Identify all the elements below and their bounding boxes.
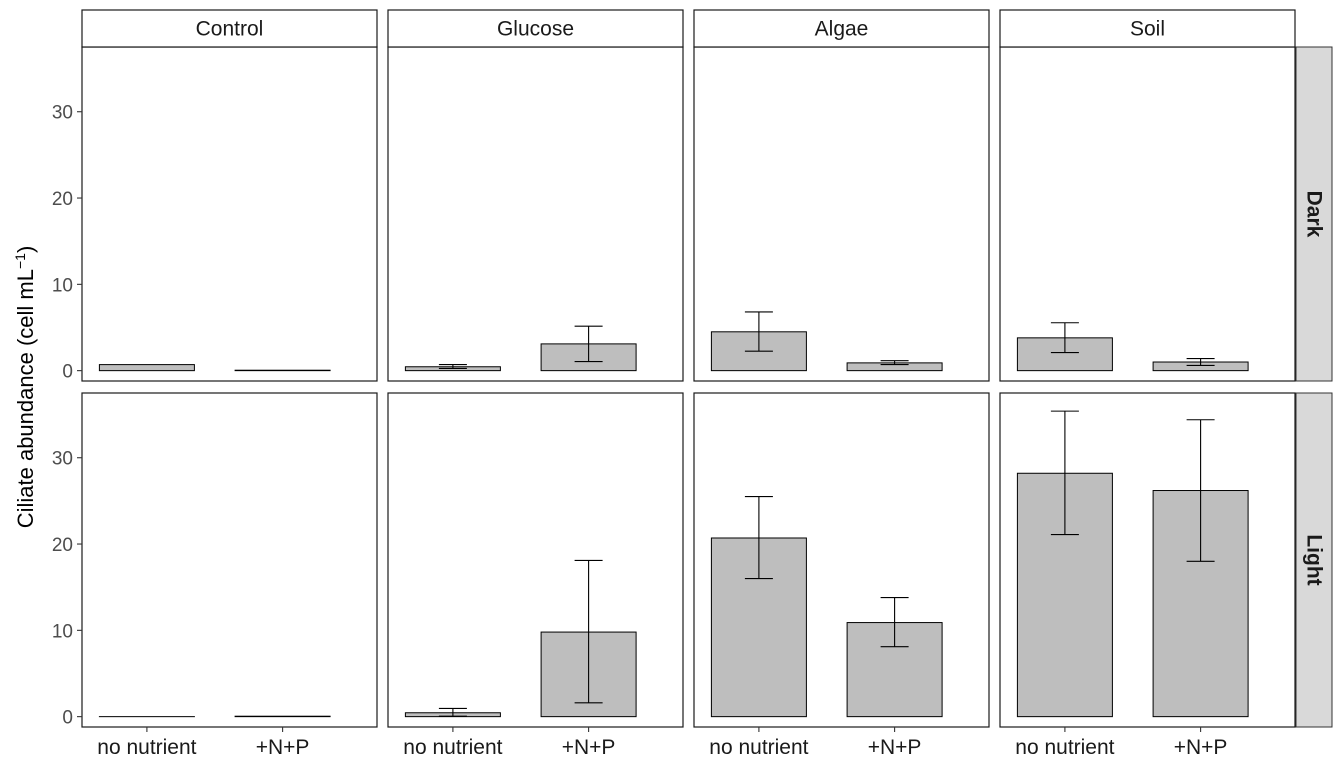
strip-algae-box bbox=[693, 9, 990, 48]
strip-control-label: Control bbox=[196, 18, 264, 41]
panel-background bbox=[1000, 47, 1295, 381]
y-tick-label-dark-0: 0 bbox=[62, 362, 73, 383]
strip-soil-label: Soil bbox=[1130, 18, 1165, 41]
axes: 0 10 20 30 0 10 20 30 no nutrient +N+P no nutrient… bbox=[52, 103, 1228, 758]
panel-background bbox=[388, 393, 683, 727]
x-tick-label-soil-n-p: +N+P bbox=[1174, 736, 1228, 758]
y-tick-label-light-30: 30 bbox=[52, 449, 73, 470]
x-tick-label-algae-n-p: +N+P bbox=[868, 736, 922, 758]
y-axis-title: Ciliate abundance (cell mL−1) bbox=[12, 246, 38, 529]
panel-light-glucose bbox=[387, 392, 684, 728]
x-tick-label-control-no-nutrient: no nutrient bbox=[97, 736, 196, 758]
bar-no-nutrient bbox=[98, 364, 195, 372]
strip-control-box bbox=[81, 9, 378, 48]
panel-border bbox=[387, 392, 684, 728]
strip-dark-box bbox=[1295, 46, 1333, 382]
y-axis-title-suffix: ) bbox=[13, 246, 38, 253]
panel-background bbox=[694, 47, 989, 381]
y-tick-label-light-20: 20 bbox=[52, 535, 73, 556]
panel-dark-soil bbox=[999, 46, 1296, 382]
strip-algae-label: Algae bbox=[815, 18, 869, 41]
strip-soil-box bbox=[999, 9, 1296, 48]
panel-light-control bbox=[81, 392, 378, 728]
x-tick-label-algae-no-nutrient: no nutrient bbox=[709, 736, 808, 758]
y-tick-label-dark-30: 30 bbox=[52, 103, 73, 124]
panel-dark-control bbox=[81, 46, 378, 382]
panel-background bbox=[388, 47, 683, 381]
y-tick-label-light-0: 0 bbox=[62, 708, 73, 729]
y-axis-title-main: Ciliate abundance (cell mL bbox=[13, 269, 38, 528]
plot-panels bbox=[81, 46, 1296, 728]
facet-strips: Control Glucose Algae Soil Dark Light bbox=[81, 9, 1333, 728]
panel-border bbox=[999, 392, 1296, 728]
strip-glucose-box bbox=[387, 9, 684, 48]
panel-background bbox=[82, 47, 377, 381]
panel-light-algae bbox=[693, 392, 990, 728]
y-tick-label-dark-10: 10 bbox=[52, 275, 73, 296]
y-axis-title-superscript: −1 bbox=[12, 253, 28, 269]
panel-light-soil bbox=[999, 392, 1296, 728]
strip-light-box bbox=[1295, 392, 1333, 728]
x-tick-label-glucose-n-p: +N+P bbox=[562, 736, 616, 758]
y-tick-label-light-10: 10 bbox=[52, 621, 73, 642]
panel-dark-algae bbox=[693, 46, 990, 382]
panel-border bbox=[693, 392, 990, 728]
x-tick-label-control-n-p: +N+P bbox=[256, 736, 310, 758]
strip-light-label: Light bbox=[1303, 534, 1326, 585]
panel-background bbox=[82, 393, 377, 727]
x-tick-label-soil-no-nutrient: no nutrient bbox=[1015, 736, 1114, 758]
x-tick-label-glucose-no-nutrient: no nutrient bbox=[403, 736, 502, 758]
panel-border bbox=[81, 392, 378, 728]
panel-dark-glucose bbox=[387, 46, 684, 382]
strip-glucose-label: Glucose bbox=[497, 18, 574, 41]
strip-dark-label: Dark bbox=[1303, 191, 1326, 238]
y-tick-label-dark-20: 20 bbox=[52, 189, 73, 210]
